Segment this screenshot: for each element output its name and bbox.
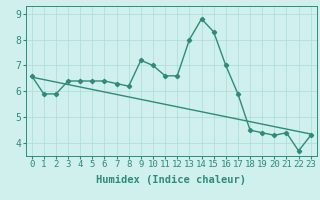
X-axis label: Humidex (Indice chaleur): Humidex (Indice chaleur) — [96, 175, 246, 185]
